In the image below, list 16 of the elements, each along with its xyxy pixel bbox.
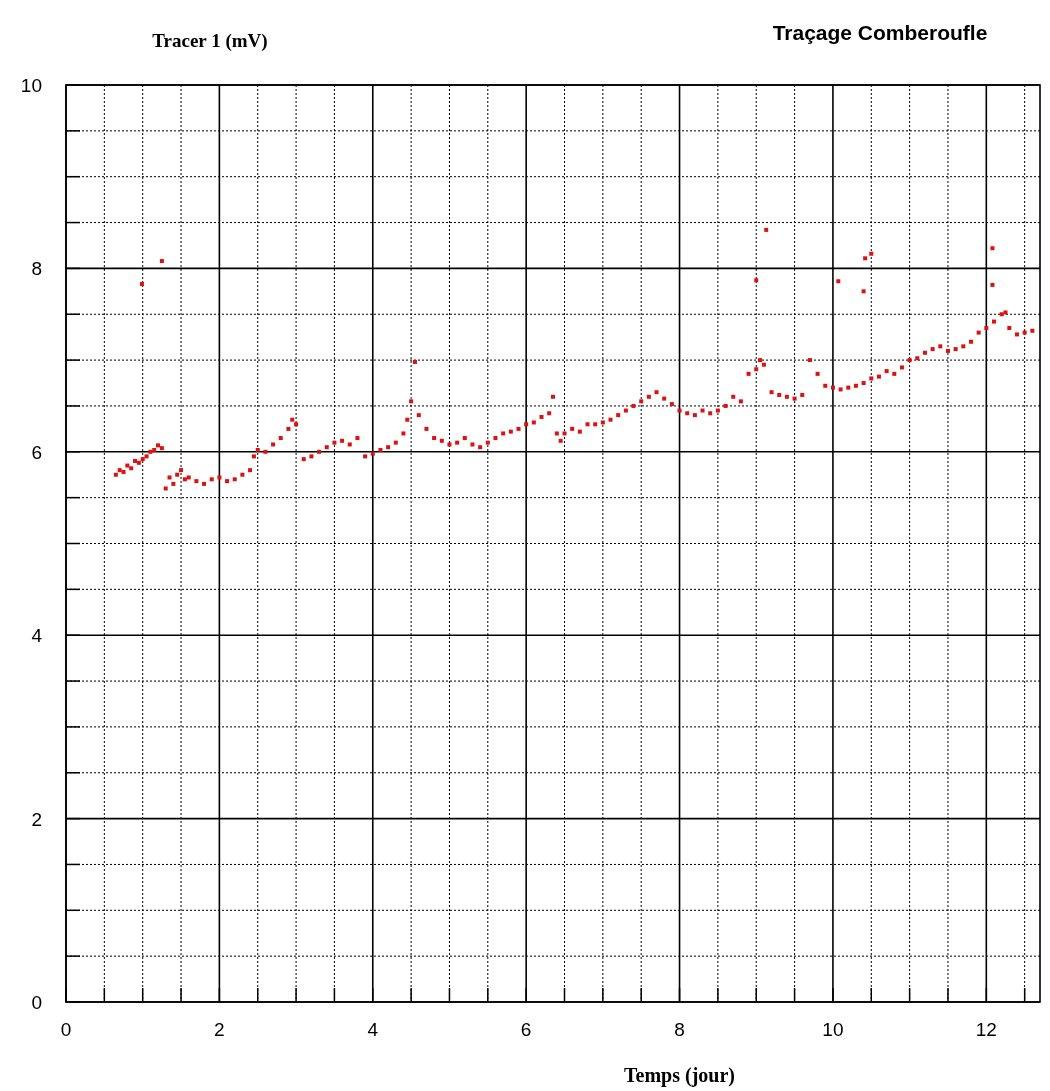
- x-tick-label: 10: [822, 1019, 844, 1040]
- chart-title: Traçage Comberoufle: [772, 21, 988, 44]
- x-tick-label: 0: [60, 1019, 72, 1040]
- y-tick-label: 2: [31, 808, 42, 830]
- x-tick-label: 12: [975, 1019, 997, 1040]
- y-tick-label: 6: [31, 441, 42, 463]
- x-tick-label: 6: [520, 1019, 532, 1040]
- x-tick-label: 4: [367, 1019, 379, 1040]
- x-tick-label: 2: [214, 1019, 225, 1040]
- y-tick-label: 8: [31, 258, 42, 280]
- y-tick-label: 4: [31, 625, 43, 647]
- x-tick-label: 8: [674, 1019, 685, 1040]
- x-axis-title: Temps (jour): [624, 1064, 736, 1087]
- y-tick-label: 10: [20, 75, 42, 96]
- y-tick-label: 0: [31, 992, 42, 1013]
- y-axis-title: Tracer 1 (mV): [152, 30, 268, 52]
